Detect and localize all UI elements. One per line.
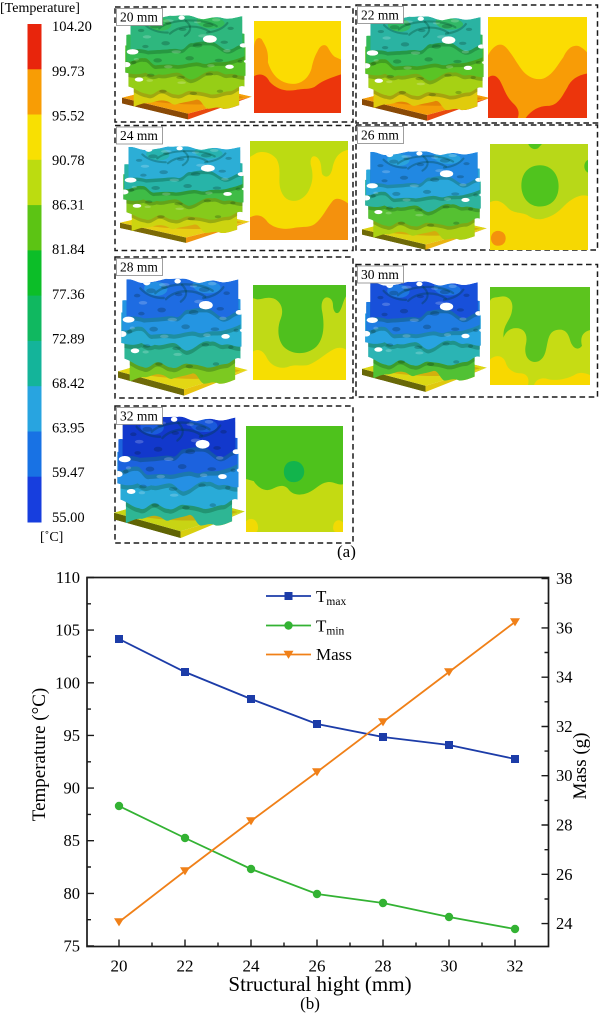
svg-text:90: 90: [64, 779, 81, 798]
svg-text:(a): (a): [337, 542, 356, 560]
svg-text:26: 26: [556, 865, 573, 884]
svg-text:[˚C]: [˚C]: [40, 530, 63, 545]
svg-text:34: 34: [556, 668, 573, 687]
svg-text:95: 95: [64, 726, 81, 745]
svg-text:104.20: 104.20: [52, 19, 92, 35]
svg-text:32: 32: [507, 957, 524, 976]
svg-text:30 mm: 30 mm: [361, 267, 399, 282]
svg-text:28: 28: [375, 957, 392, 976]
svg-text:26: 26: [309, 957, 326, 976]
svg-text:Mass: Mass: [316, 645, 352, 664]
svg-text:55.00: 55.00: [52, 510, 85, 526]
svg-text:105: 105: [55, 621, 80, 640]
svg-text:63.95: 63.95: [52, 421, 85, 437]
svg-text:38: 38: [556, 569, 573, 588]
svg-text:95.52: 95.52: [52, 108, 85, 124]
svg-text:81.84: 81.84: [52, 242, 85, 258]
svg-text:30: 30: [556, 766, 573, 785]
svg-text:100: 100: [55, 673, 80, 692]
svg-text:77.36: 77.36: [52, 287, 85, 303]
svg-text:20 mm: 20 mm: [120, 10, 158, 25]
svg-text:32: 32: [556, 717, 573, 736]
svg-text:86.31: 86.31: [52, 198, 85, 214]
svg-text:110: 110: [56, 568, 80, 587]
svg-text:Tmax: Tmax: [316, 587, 346, 608]
svg-text:(b): (b): [300, 994, 320, 1013]
svg-text:Tmin: Tmin: [316, 617, 345, 638]
svg-text:24: 24: [243, 957, 261, 976]
svg-text:Structural hight (mm): Structural hight (mm): [228, 972, 411, 996]
svg-text:90.78: 90.78: [52, 153, 85, 169]
svg-text:26 mm: 26 mm: [361, 128, 399, 143]
svg-text:99.73: 99.73: [52, 64, 85, 80]
svg-text:80: 80: [64, 884, 81, 903]
svg-text:Mass (g): Mass (g): [570, 732, 591, 799]
svg-text:28 mm: 28 mm: [120, 260, 158, 275]
svg-text:72.89: 72.89: [52, 331, 85, 347]
svg-text:28: 28: [556, 816, 573, 835]
svg-text:Temperature (°C): Temperature (°C): [29, 688, 50, 821]
svg-text:22: 22: [177, 957, 194, 976]
svg-text:20: 20: [111, 957, 128, 976]
svg-text:68.42: 68.42: [52, 376, 85, 392]
svg-text:32 mm: 32 mm: [120, 409, 158, 424]
svg-text:24: 24: [556, 914, 573, 933]
svg-text:[Temperature]: [Temperature]: [0, 1, 80, 16]
svg-text:36: 36: [556, 618, 573, 637]
svg-text:75: 75: [64, 937, 81, 956]
svg-text:22 mm: 22 mm: [361, 8, 399, 23]
svg-text:59.47: 59.47: [52, 465, 85, 481]
svg-text:30: 30: [441, 957, 458, 976]
svg-text:85: 85: [64, 831, 81, 850]
svg-text:24 mm: 24 mm: [120, 128, 158, 143]
